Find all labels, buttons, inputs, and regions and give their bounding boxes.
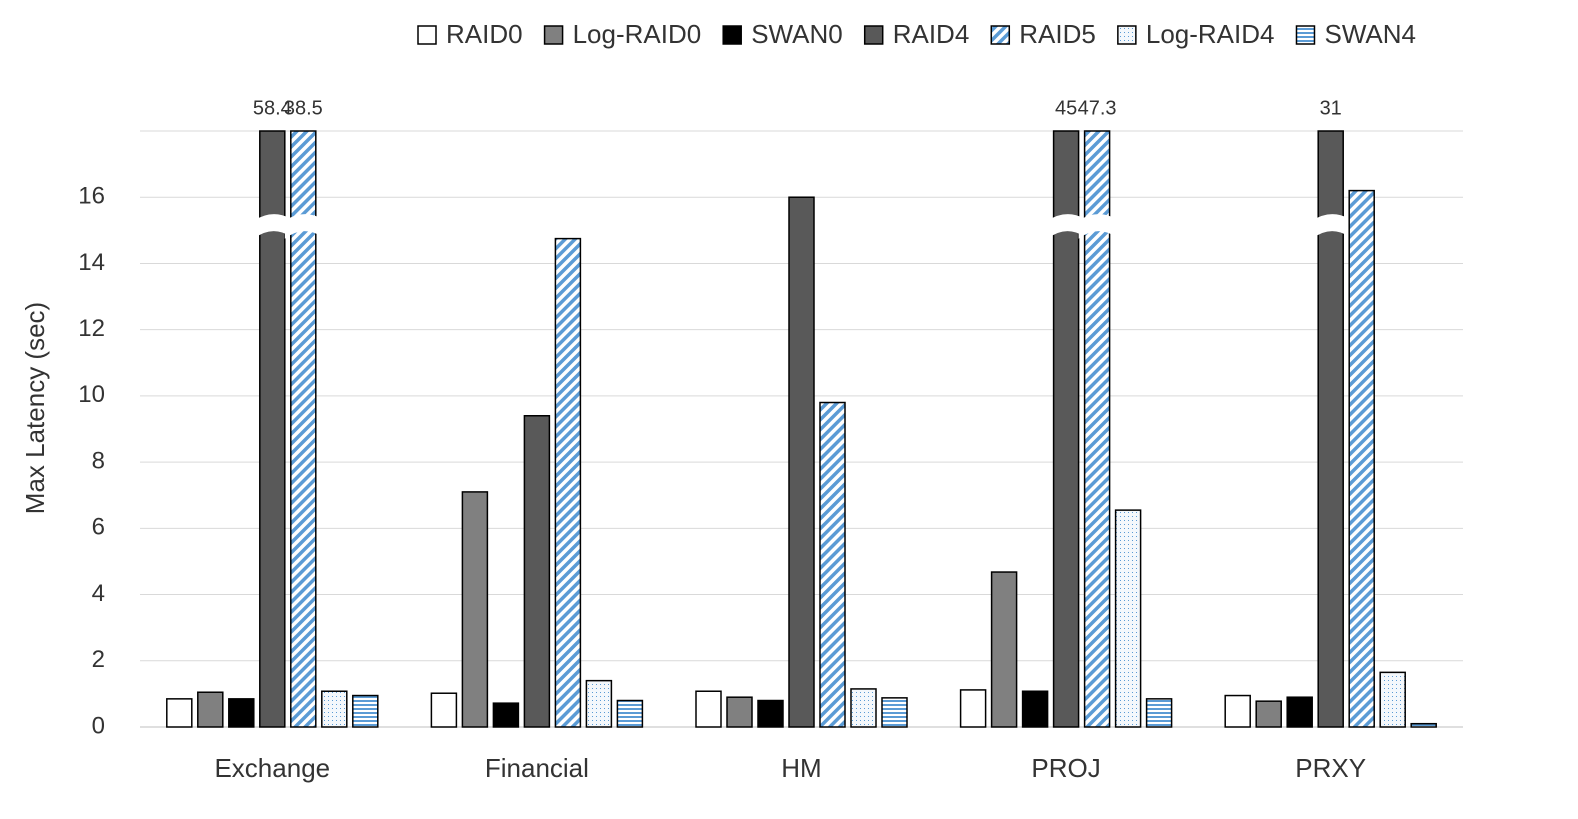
x-tick-label: Financial — [485, 753, 589, 783]
bar — [166, 698, 193, 728]
bar — [881, 697, 908, 728]
y-tick-label: 14 — [78, 249, 105, 276]
bar — [1021, 690, 1049, 728]
legend-swatch — [417, 25, 437, 45]
bar — [1286, 696, 1313, 728]
axis-break — [284, 214, 322, 239]
bar — [430, 692, 458, 728]
y-tick-label: 16 — [78, 183, 105, 210]
y-tick-label: 4 — [92, 580, 105, 607]
y-tick-label: 12 — [78, 315, 105, 342]
bar — [352, 694, 379, 728]
y-tick-label: 2 — [92, 646, 105, 673]
y-axis-label: Max Latency (sec) — [20, 302, 50, 514]
bar — [1255, 700, 1282, 728]
legend-label: RAID5 — [1019, 19, 1096, 49]
bar — [990, 571, 1018, 728]
bar — [492, 702, 520, 728]
bar — [850, 688, 877, 728]
x-tick-label: Exchange — [214, 753, 330, 783]
bar — [523, 415, 551, 728]
legend-label: RAID4 — [893, 19, 970, 49]
legend-label: RAID0 — [446, 19, 523, 49]
value-label: 58.4 — [253, 97, 292, 119]
legend-swatch — [863, 25, 884, 45]
bar — [1145, 698, 1173, 728]
value-label: 38.5 — [284, 97, 323, 119]
bar — [461, 491, 489, 728]
x-tick-label: PRXY — [1295, 753, 1366, 783]
bar — [757, 699, 784, 728]
axis-break — [253, 214, 291, 239]
legend-swatch — [722, 25, 742, 45]
axis-break — [1047, 214, 1085, 239]
bar — [1379, 671, 1406, 728]
legend-swatch — [1117, 25, 1137, 45]
axis-break — [1312, 214, 1350, 239]
bar — [321, 690, 348, 728]
legend-label: SWAN4 — [1324, 19, 1416, 49]
bar — [695, 690, 722, 728]
bar — [585, 679, 613, 728]
bar — [228, 698, 255, 728]
value-label: 47.3 — [1078, 97, 1117, 119]
value-label: 31 — [1320, 97, 1342, 119]
bar — [616, 699, 644, 728]
bar — [726, 696, 753, 728]
legend-label: SWAN0 — [751, 19, 843, 49]
axis-break — [1078, 214, 1116, 239]
bar — [819, 401, 846, 728]
legend-label: Log-RAID0 — [573, 19, 702, 49]
bar — [959, 689, 987, 728]
x-tick-label: PROJ — [1031, 753, 1100, 783]
bar — [1224, 694, 1251, 728]
y-tick-label: 10 — [78, 381, 105, 408]
y-tick-label: 8 — [92, 447, 105, 474]
bar — [1114, 509, 1142, 728]
bar — [788, 196, 815, 728]
x-tick-label: HM — [781, 753, 821, 783]
value-label: 45 — [1055, 97, 1077, 119]
legend-swatch — [1295, 25, 1316, 45]
bar — [1348, 189, 1375, 728]
bar — [197, 691, 224, 728]
legend-swatch — [543, 25, 564, 45]
bar — [1410, 722, 1437, 728]
legend-label: Log-RAID4 — [1146, 19, 1275, 49]
y-tick-label: 0 — [92, 712, 105, 739]
bar — [554, 237, 582, 728]
legend-swatch — [990, 25, 1011, 45]
y-tick-label: 6 — [92, 514, 105, 541]
